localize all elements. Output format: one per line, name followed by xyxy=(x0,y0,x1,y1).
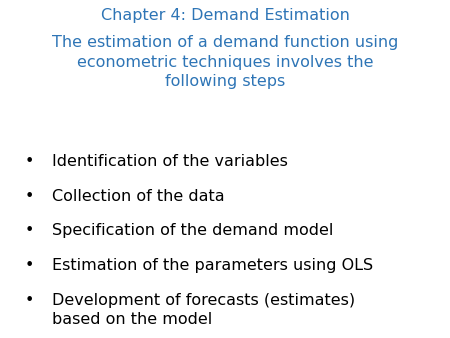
Text: The estimation of a demand function using
econometric techniques involves the
fo: The estimation of a demand function usin… xyxy=(52,35,398,89)
Text: Estimation of the parameters using OLS: Estimation of the parameters using OLS xyxy=(52,258,373,273)
Text: •: • xyxy=(25,189,34,203)
Text: Specification of the demand model: Specification of the demand model xyxy=(52,223,333,238)
Text: Identification of the variables: Identification of the variables xyxy=(52,154,288,169)
Text: •: • xyxy=(25,223,34,238)
Text: Collection of the data: Collection of the data xyxy=(52,189,225,203)
Text: Development of forecasts (estimates)
based on the model: Development of forecasts (estimates) bas… xyxy=(52,293,355,327)
Text: •: • xyxy=(25,258,34,273)
Text: •: • xyxy=(25,293,34,308)
Text: •: • xyxy=(25,154,34,169)
Text: Chapter 4: Demand Estimation: Chapter 4: Demand Estimation xyxy=(100,8,350,23)
